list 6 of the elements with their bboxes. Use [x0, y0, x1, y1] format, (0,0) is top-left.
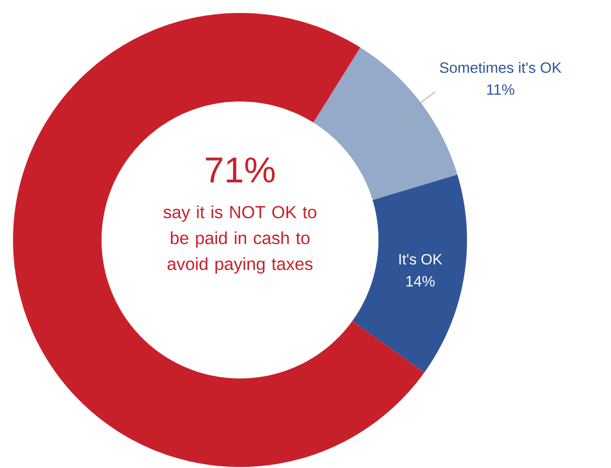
slice-label: say it is NOT OK to be paid in cash to avoid paying taxes — [163, 206, 316, 274]
data-label: 14% — [406, 276, 435, 286]
data-label: 71% — [206, 157, 275, 183]
slice-label: Sometimes it's OK — [440, 62, 562, 73]
data-label: 11% — [487, 84, 514, 95]
slice-label: It's OK — [399, 254, 442, 265]
